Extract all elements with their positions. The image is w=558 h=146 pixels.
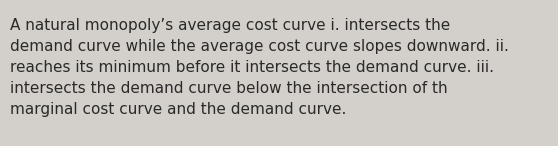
Text: A natural monopoly’s average cost curve i. intersects the
demand curve while the: A natural monopoly’s average cost curve …	[10, 18, 509, 117]
